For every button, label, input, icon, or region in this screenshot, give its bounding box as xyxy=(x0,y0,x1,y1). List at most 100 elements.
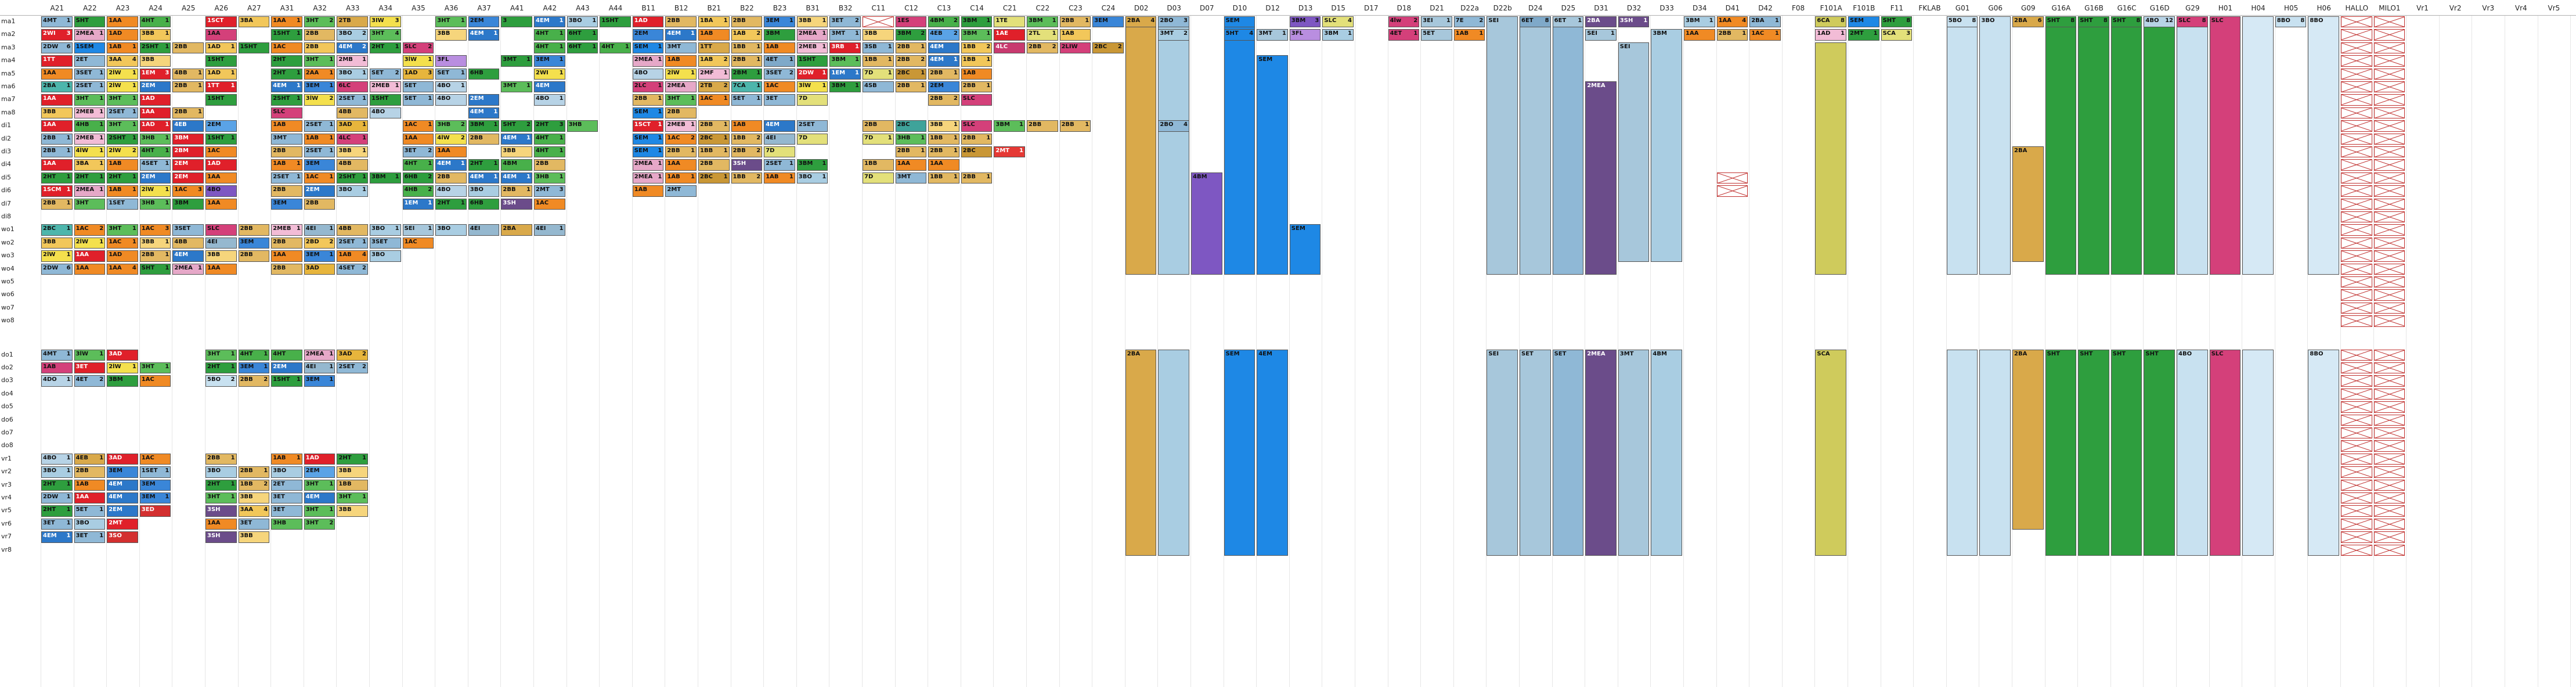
schedule-block[interactable]: 3SH xyxy=(205,531,237,543)
schedule-block[interactable]: 1AB 1 xyxy=(665,172,697,184)
schedule-block[interactable]: 4LC 1 xyxy=(337,133,368,145)
schedule-block[interactable]: 1AD xyxy=(205,159,237,171)
schedule-block[interactable]: 2HT 1 xyxy=(41,505,73,517)
schedule-block[interactable]: 2BO 3 xyxy=(1158,16,1189,28)
schedule-block[interactable]: SHT 8 xyxy=(2078,16,2109,28)
schedule-block[interactable]: 2BB 1 xyxy=(961,81,993,93)
schedule-block[interactable]: 2lW 1 xyxy=(107,362,138,374)
schedule-block[interactable]: 3ET 1 xyxy=(41,518,73,530)
schedule-block[interactable]: 2MEA 1 xyxy=(632,55,664,67)
schedule-block[interactable]: 1AA xyxy=(41,159,73,171)
schedule-block[interactable]: 4ET 1 xyxy=(1388,29,1420,41)
schedule-block[interactable]: 2BB xyxy=(665,16,697,28)
schedule-block[interactable]: 3BB 1 xyxy=(139,29,171,41)
schedule-block[interactable]: SHT 1 xyxy=(139,263,171,275)
schedule-block[interactable]: 3EM 1 xyxy=(139,492,171,504)
schedule-block[interactable]: 2EM xyxy=(271,362,302,374)
schedule-block[interactable]: 4EM xyxy=(107,492,138,504)
schedule-block[interactable]: 2SET 1 xyxy=(764,159,795,171)
schedule-block[interactable]: 3HB 1 xyxy=(139,198,171,210)
schedule-block[interactable]: SHT xyxy=(2110,16,2142,275)
schedule-block[interactable]: 2WI 1 xyxy=(534,68,565,80)
schedule-block[interactable]: 2BB 1 xyxy=(41,146,73,158)
schedule-block[interactable]: 2lW 1 xyxy=(665,68,697,80)
schedule-block[interactable]: 2BB xyxy=(304,198,335,210)
schedule-block[interactable]: 4HT 1 xyxy=(534,146,565,158)
schedule-block[interactable]: 3 xyxy=(501,16,532,28)
schedule-block[interactable]: 2DW 1 xyxy=(796,68,828,80)
schedule-block[interactable]: 3BA xyxy=(238,16,270,28)
schedule-block[interactable]: 4EB 2 xyxy=(928,29,959,41)
schedule-block[interactable]: 1SET xyxy=(107,198,138,210)
schedule-block[interactable]: 2ET xyxy=(74,55,106,67)
schedule-block[interactable]: 3ET 2 xyxy=(402,146,434,158)
schedule-block[interactable]: 1AA xyxy=(205,29,237,41)
schedule-block[interactable]: 4SB xyxy=(863,81,894,93)
schedule-block[interactable]: 1AD xyxy=(139,94,171,106)
schedule-block[interactable]: 5ET xyxy=(1421,29,1452,41)
schedule-block[interactable]: 3HT 1 xyxy=(205,349,237,361)
schedule-block[interactable]: 1AC xyxy=(139,375,171,387)
schedule-block[interactable]: 1AA xyxy=(41,94,73,106)
schedule-block[interactable]: 4BO xyxy=(632,68,664,80)
schedule-block[interactable]: 1AD 1 xyxy=(1815,29,1846,41)
schedule-block[interactable]: SHT xyxy=(2110,349,2142,556)
schedule-block[interactable]: 4EM 1 xyxy=(665,29,697,41)
schedule-block[interactable]: 6HT 1 xyxy=(567,29,598,41)
schedule-block[interactable]: 3BO 1 xyxy=(41,466,73,478)
schedule-block[interactable]: 4HT 1 xyxy=(402,159,434,171)
schedule-block[interactable]: 4BB 1 xyxy=(172,68,204,80)
schedule-block[interactable]: 2AA 1 xyxy=(304,68,335,80)
schedule-block[interactable]: 2SET xyxy=(796,120,828,132)
schedule-block[interactable]: 3SET 1 xyxy=(74,68,106,80)
schedule-block[interactable]: 7CA 1 xyxy=(731,81,763,93)
schedule-block[interactable]: 2BB xyxy=(304,42,335,54)
schedule-block[interactable]: 4EB 1 xyxy=(74,453,106,465)
schedule-block[interactable]: 2BB xyxy=(665,107,697,119)
schedule-block[interactable]: 2LIW xyxy=(1059,42,1091,54)
schedule-block[interactable]: 3EM 1 xyxy=(534,55,565,67)
schedule-block[interactable]: 2BB 1 xyxy=(205,453,237,465)
schedule-block[interactable]: 1AD 1 xyxy=(205,42,237,54)
schedule-block[interactable]: 1AA xyxy=(205,172,237,184)
schedule-block[interactable]: 6HB xyxy=(468,68,500,80)
schedule-block[interactable]: 3AD 2 xyxy=(337,349,368,361)
schedule-block[interactable]: 2BM 1 xyxy=(731,68,763,80)
schedule-block[interactable]: 2EM xyxy=(468,16,500,28)
schedule-block[interactable]: 3ET xyxy=(74,362,106,374)
schedule-block[interactable]: 4BB xyxy=(337,224,368,236)
schedule-block[interactable]: SHT 2 xyxy=(501,120,532,132)
schedule-block[interactable]: 3MT xyxy=(895,172,927,184)
schedule-block[interactable]: 2MB 1 xyxy=(337,55,368,67)
schedule-block[interactable]: 3EM 1 xyxy=(304,81,335,93)
schedule-block[interactable]: 1AC 2 xyxy=(74,224,106,236)
schedule-block[interactable]: 1AB 1 xyxy=(304,133,335,145)
schedule-block[interactable]: 7D xyxy=(796,133,828,145)
schedule-block[interactable]: 4HT xyxy=(271,349,302,361)
schedule-block[interactable]: 2BB 2 xyxy=(928,94,959,106)
schedule-block[interactable]: 3RB 1 xyxy=(829,42,861,54)
schedule-block[interactable]: 1AA 4 xyxy=(1716,16,1748,28)
schedule-block[interactable]: 2WI 3 xyxy=(41,29,73,41)
schedule-block[interactable]: 4BM 2 xyxy=(928,16,959,28)
schedule-block[interactable]: 1AA xyxy=(928,159,959,171)
schedule-block[interactable]: 3BO 1 xyxy=(337,68,368,80)
schedule-block[interactable]: 4HB 1 xyxy=(74,120,106,132)
schedule-block[interactable]: 2lW 1 xyxy=(74,237,106,249)
schedule-block[interactable]: 3HT 1 xyxy=(304,479,335,491)
schedule-block[interactable]: 6ET 1 xyxy=(1552,16,1584,28)
schedule-block[interactable]: 2lW 1 xyxy=(107,68,138,80)
schedule-block[interactable]: 3SH xyxy=(205,505,237,517)
schedule-block[interactable]: 2BB 1 xyxy=(41,133,73,145)
schedule-block[interactable]: 3EM 1 xyxy=(764,16,795,28)
schedule-block[interactable]: 2HT 1 xyxy=(74,172,106,184)
schedule-block[interactable]: 3MT xyxy=(1618,349,1650,556)
schedule-block[interactable]: 2TL 1 xyxy=(1027,29,1058,41)
schedule-block[interactable]: 3EM xyxy=(271,198,302,210)
schedule-block[interactable]: 1AD xyxy=(632,16,664,28)
schedule-block[interactable]: 3BO xyxy=(74,518,106,530)
schedule-block[interactable]: SEM 1 xyxy=(632,107,664,119)
schedule-block[interactable]: 1AC xyxy=(534,198,565,210)
schedule-block[interactable]: 3BM 2 xyxy=(895,29,927,41)
schedule-block[interactable]: 1TT xyxy=(698,42,730,54)
